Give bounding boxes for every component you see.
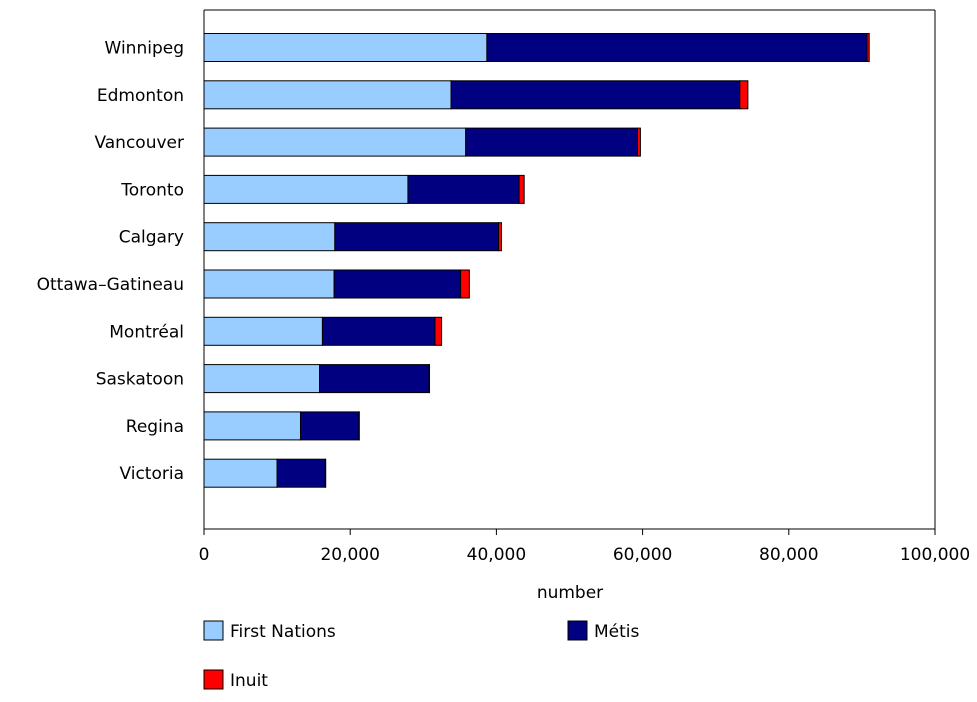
legend: First Nations Métis Inuit — [203, 620, 640, 691]
category-label-montreal: Montréal — [109, 322, 184, 342]
bar-victoria-first-nations — [203, 458, 278, 488]
bars-group — [203, 33, 870, 488]
category-labels-group: Winnipeg Edmonton Vancouver Toronto Calgary O… — [37, 39, 184, 485]
legend-label-inuit: Inuit — [230, 671, 268, 691]
category-label-winnipeg: Winnipeg — [105, 39, 184, 59]
category-label-edmonton: Edmonton — [97, 86, 184, 106]
category-label-saskatoon: Saskatoon — [96, 370, 184, 390]
legend-label-first-nations: First Nations — [230, 622, 336, 642]
bar-montreal-metis — [321, 316, 436, 346]
bar-calgary-metis — [334, 222, 500, 252]
legend-item-first-nations: First Nations — [203, 620, 336, 642]
legend-swatch-inuit — [203, 669, 224, 690]
bar-winnipeg-inuit — [866, 33, 870, 62]
bar-ottawa-gatineau-inuit — [460, 269, 470, 299]
bar-toronto-metis — [407, 174, 520, 204]
category-label-calgary: Calgary — [119, 228, 184, 248]
bar-winnipeg-metis — [486, 33, 868, 62]
bar-regina-first-nations — [203, 411, 301, 441]
category-label-ottawa-gatineau: Ottawa–Gatineau — [37, 275, 184, 295]
bar-edmonton-inuit — [739, 80, 749, 110]
bar-edmonton-first-nations — [203, 80, 452, 110]
legend-swatch-metis — [567, 620, 588, 641]
bar-calgary-first-nations — [203, 222, 336, 252]
bar-montreal-inuit — [434, 316, 443, 346]
bar-montreal-first-nations — [203, 316, 323, 346]
bar-vancouver-inuit — [636, 127, 641, 157]
legend-item-metis: Métis — [567, 620, 640, 642]
legend-item-inuit: Inuit — [203, 669, 268, 691]
bar-victoria-metis — [276, 458, 326, 488]
legend-swatch-first-nations — [203, 620, 224, 641]
bar-winnipeg-first-nations — [203, 33, 488, 62]
bar-saskatoon-first-nations — [203, 364, 320, 394]
category-label-regina: Regina — [126, 417, 184, 437]
bar-regina-metis — [299, 411, 360, 441]
bar-saskatoon-metis — [319, 364, 430, 394]
category-label-toronto: Toronto — [120, 180, 184, 200]
x-tick-label: 80,000 — [759, 545, 818, 565]
x-tick-label: 40,000 — [467, 545, 526, 565]
bar-vancouver-first-nations — [203, 127, 467, 157]
bar-ottawa-gatineau-metis — [333, 269, 462, 299]
legend-label-metis: Métis — [594, 622, 640, 642]
category-label-vancouver: Vancouver — [94, 133, 184, 153]
x-tick-label: 100,000 — [900, 545, 970, 565]
x-tick-label: 60,000 — [613, 545, 672, 565]
category-label-victoria: Victoria — [119, 464, 184, 484]
bar-toronto-first-nations — [203, 174, 409, 204]
axes-group — [203, 9, 936, 530]
x-tick-label: 20,000 — [320, 545, 379, 565]
x-ticks-group: 0 20,000 40,000 60,000 80,000 100,000 — [199, 529, 970, 565]
bar-calgary-inuit — [498, 222, 503, 252]
bar-edmonton-metis — [450, 80, 741, 110]
x-tick-label: 0 — [199, 545, 210, 565]
x-axis-title: number — [537, 583, 603, 603]
bar-ottawa-gatineau-first-nations — [203, 269, 335, 299]
bar-vancouver-metis — [465, 127, 638, 157]
bar-toronto-inuit — [518, 174, 525, 204]
